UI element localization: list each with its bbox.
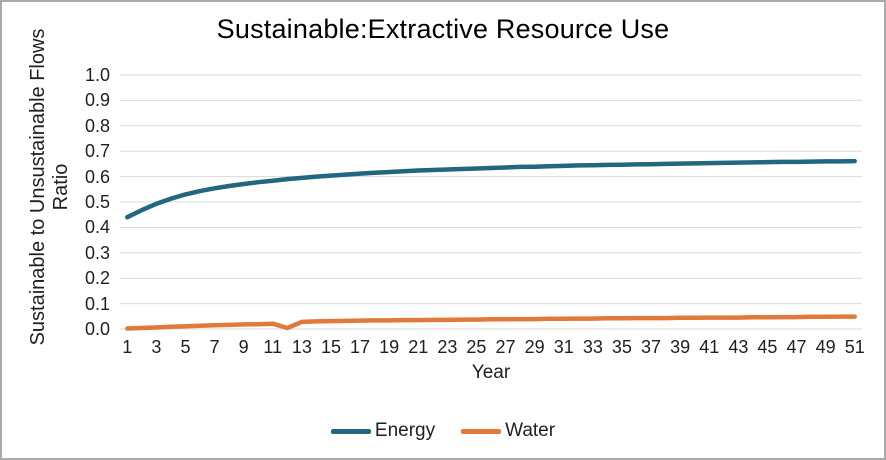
series-line-water <box>125 314 857 331</box>
x-tick-label: 17 <box>350 337 371 357</box>
x-tick-label: 31 <box>553 337 574 357</box>
x-tick-label: 21 <box>408 337 429 357</box>
x-tick-label: 7 <box>209 337 220 357</box>
series-line-energy <box>125 158 857 220</box>
y-tick-label: 0.2 <box>84 268 110 289</box>
y-tick-label: 0.7 <box>84 141 110 162</box>
x-tick-label: 33 <box>582 337 603 357</box>
y-tick-label: 0.4 <box>84 217 110 238</box>
legend: Energy Water <box>2 420 884 442</box>
x-tick-label: 27 <box>495 337 516 357</box>
x-tick-label: 11 <box>263 337 283 357</box>
x-tick-label: 9 <box>238 337 249 357</box>
x-tick-label: 39 <box>670 337 691 357</box>
x-tick-label: 51 <box>844 337 865 357</box>
x-tick-label: 37 <box>641 337 662 357</box>
y-tick-label: 0.8 <box>84 115 110 136</box>
y-tick-label: 0.3 <box>84 242 110 263</box>
legend-item-energy: Energy <box>330 420 436 442</box>
x-tick-label: 5 <box>180 337 191 357</box>
y-tick-label: 0.6 <box>84 166 110 187</box>
x-tick-label: 29 <box>524 337 545 357</box>
x-tick-label: 1 <box>122 337 133 357</box>
x-tick-label: 41 <box>699 337 720 357</box>
plot-svg <box>120 74 862 331</box>
y-tick-label: 1.0 <box>84 65 110 85</box>
y-tick-label: 0.1 <box>84 293 110 314</box>
legend-label-water: Water <box>505 420 556 441</box>
legend-item-water: Water <box>461 420 555 442</box>
x-axis-title: Year <box>471 362 511 383</box>
x-tick-label: 3 <box>151 337 162 357</box>
legend-swatch-energy <box>330 428 371 434</box>
chart-title: Sustainable:Extractive Resource Use <box>216 14 670 44</box>
x-tick-label: 23 <box>437 337 458 357</box>
y-tick-label: 0.9 <box>84 90 110 111</box>
x-tick-label: 19 <box>379 337 400 357</box>
x-tick-label: 35 <box>611 337 632 357</box>
x-tick-label: 45 <box>757 337 778 357</box>
x-tick-label: 49 <box>815 337 836 357</box>
x-tick-label: 47 <box>786 337 807 357</box>
x-tick-label: 25 <box>466 337 487 357</box>
legend-label-energy: Energy <box>374 420 436 441</box>
legend-swatch-water <box>461 428 502 434</box>
y-tick-label: 0.5 <box>84 192 110 212</box>
y-tick-label: 0.0 <box>84 319 110 339</box>
x-tick-label: 15 <box>320 337 341 357</box>
x-tick-label: 13 <box>291 337 312 357</box>
x-tick-label: 43 <box>728 337 749 357</box>
